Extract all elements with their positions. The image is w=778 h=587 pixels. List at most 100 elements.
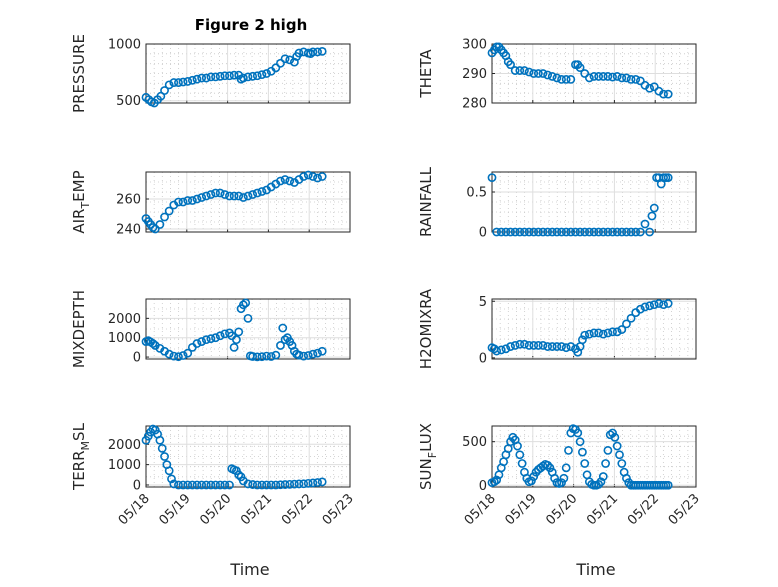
data-point (659, 89, 668, 99)
data-point (538, 69, 548, 78)
data-point (580, 459, 590, 468)
data-point (513, 441, 522, 451)
y-axis-label: TERRMSL (70, 422, 92, 491)
data-point (257, 187, 267, 196)
data-point (257, 70, 267, 80)
data-point (596, 477, 606, 487)
data-point (174, 480, 183, 490)
data-point (201, 191, 211, 201)
data-point (206, 190, 216, 199)
data-point (506, 227, 515, 237)
axes-frame (145, 171, 351, 233)
data-point (552, 73, 562, 83)
data-point (640, 219, 650, 229)
y-tick-label: 2000 (108, 438, 141, 453)
data-point (187, 75, 197, 85)
data-point (573, 428, 583, 438)
data-point (178, 197, 188, 207)
y-tick-label: 0.5 (466, 186, 487, 201)
data-point (160, 212, 169, 222)
data-point (608, 72, 617, 82)
data-point (206, 334, 216, 344)
data-point (313, 47, 322, 57)
data-point (206, 480, 216, 490)
series-markers (487, 424, 673, 490)
data-point (220, 190, 230, 199)
data-point (257, 352, 267, 362)
data-point (160, 452, 169, 461)
data-point (663, 89, 673, 99)
data-point (589, 328, 599, 338)
data-point (527, 476, 536, 486)
data-point (584, 73, 594, 83)
data-point (229, 342, 239, 352)
data-point (308, 172, 318, 181)
data-point (547, 72, 557, 81)
data-point (169, 351, 179, 361)
data-point (215, 188, 225, 198)
data-point (157, 443, 167, 453)
data-point (211, 188, 220, 198)
data-point (183, 480, 193, 490)
data-point (538, 227, 548, 237)
data-point (299, 172, 309, 181)
data-point (589, 227, 599, 237)
data-point (271, 350, 281, 360)
data-point (289, 479, 299, 489)
data-point (201, 73, 211, 83)
data-point (155, 220, 165, 229)
data-point (520, 66, 529, 75)
data-point (271, 63, 281, 73)
data-point (649, 203, 659, 213)
data-point (617, 227, 627, 237)
data-point (174, 352, 183, 362)
data-point (252, 352, 262, 362)
data-point (276, 341, 285, 350)
data-point (566, 227, 576, 237)
x-tick-label: 05/19 (503, 491, 540, 528)
data-point (238, 300, 248, 310)
data-point (496, 227, 506, 237)
data-point (197, 480, 207, 490)
series-markers (487, 173, 673, 237)
data-point (545, 463, 555, 473)
data-point (561, 227, 571, 237)
data-point (183, 77, 193, 86)
data-point (533, 227, 543, 237)
data-point (645, 301, 655, 311)
data-point (584, 329, 594, 339)
x-tick-label: 05/21 (238, 491, 275, 528)
data-point (215, 71, 225, 81)
data-point (566, 75, 576, 84)
data-point (649, 82, 659, 92)
chart-panel-5: 0 1000 2000 MIXDEPTH (70, 290, 351, 368)
data-point (187, 196, 197, 205)
data-point (649, 300, 659, 310)
data-point (192, 74, 202, 84)
data-point (243, 313, 253, 323)
data-point (515, 339, 525, 349)
x-tick-label: 05/21 (584, 491, 621, 528)
data-point (575, 437, 585, 447)
data-point (220, 71, 230, 81)
data-point (547, 342, 557, 351)
data-point (155, 435, 165, 445)
data-point (492, 346, 502, 356)
data-point (635, 76, 645, 86)
data-point (561, 75, 571, 84)
data-point (243, 479, 253, 489)
data-point (215, 480, 225, 490)
data-point (280, 54, 290, 64)
data-point (197, 73, 207, 83)
data-point (506, 60, 515, 70)
data-point (615, 450, 624, 460)
data-point (622, 473, 631, 483)
data-point (225, 191, 234, 201)
data-point (280, 480, 290, 489)
y-tick-label: 300 (462, 38, 487, 53)
data-point (510, 341, 520, 350)
data-point (169, 78, 179, 87)
y-axis-label: RAINFALL (417, 166, 435, 237)
